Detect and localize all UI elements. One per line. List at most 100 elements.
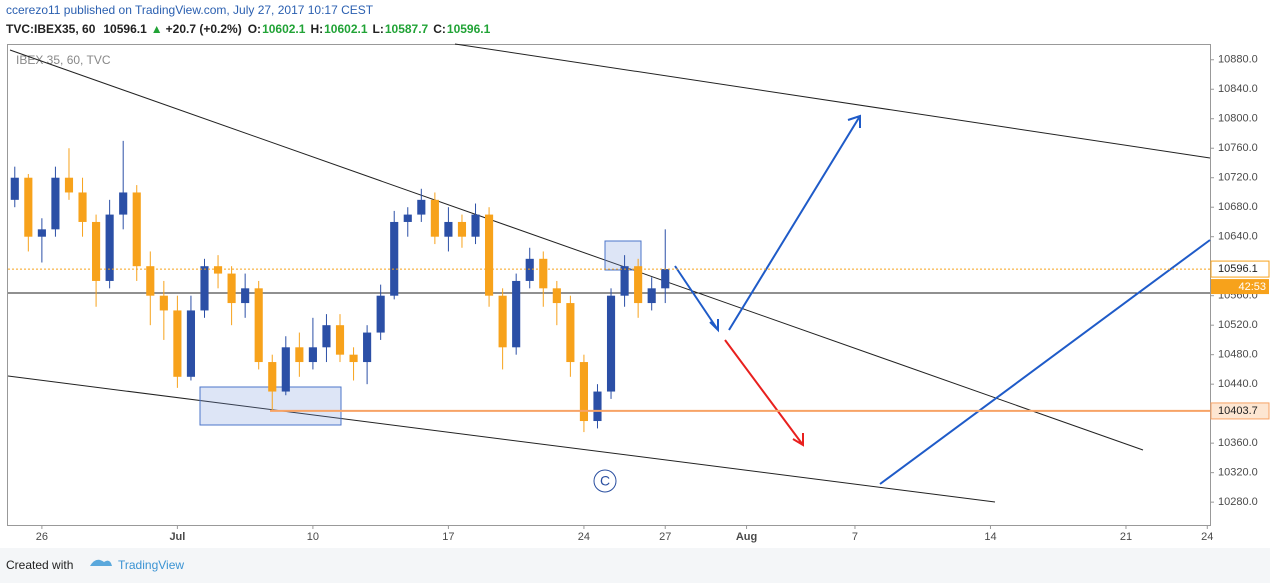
y-tick-label: 10480.0 (1218, 349, 1258, 361)
footer-brand[interactable]: TradingView (118, 558, 184, 572)
y-tick-label: 10320.0 (1218, 467, 1258, 479)
candle-body (471, 214, 480, 237)
candle-body (10, 177, 19, 200)
candle-body (444, 221, 453, 237)
x-tick-label: 17 (442, 531, 454, 543)
last-price: 10596.1 (103, 22, 147, 36)
x-tick-label: 24 (1201, 531, 1213, 543)
x-tick-label: 21 (1120, 531, 1132, 543)
candle-body (417, 199, 426, 215)
x-tick-label: 10 (307, 531, 319, 543)
watermark: IBEX 35, 60, TVC (16, 53, 111, 67)
candle-body (376, 295, 385, 333)
x-tick-label: 7 (852, 531, 858, 543)
highlight-box (604, 240, 642, 271)
countdown-box (1211, 279, 1269, 295)
ohlc-label: C: (433, 22, 446, 36)
y-tick-label: 10800.0 (1218, 113, 1258, 125)
ohlc-label: L: (373, 22, 384, 36)
candle-body (186, 310, 196, 377)
ohlc-value: 10587.7 (385, 22, 429, 36)
wave-label: C (600, 473, 610, 489)
candle-body (579, 362, 588, 422)
wave-circle (593, 469, 617, 493)
candle-body (213, 266, 223, 274)
candle-body (620, 266, 629, 296)
candle-body (566, 303, 575, 363)
candle-body (132, 192, 141, 267)
candle-body (593, 391, 602, 422)
y-tick-label: 10760.0 (1218, 142, 1258, 154)
candle-body (634, 266, 643, 304)
candle-body (403, 214, 412, 222)
x-tick-label: Aug (736, 531, 757, 543)
candle-body (146, 266, 155, 296)
y-tick-label: 10840.0 (1218, 83, 1258, 95)
candle-body (512, 280, 521, 348)
change: +20.7 (+0.2%) (166, 22, 242, 36)
y-tick-label: 10680.0 (1218, 201, 1258, 213)
x-tick-label: 14 (984, 531, 996, 543)
candle-body (485, 214, 494, 296)
candle-body (254, 288, 263, 363)
trend-line (7, 375, 996, 503)
candle-body (525, 258, 534, 281)
x-tick-label: Jul (169, 531, 185, 543)
highlight-box (199, 386, 342, 426)
candle-body (498, 295, 507, 348)
candle-body (173, 310, 182, 377)
candle-body (78, 192, 87, 222)
arrows (674, 114, 1211, 485)
candle-body (37, 229, 46, 237)
candle-body (335, 325, 345, 355)
logo (90, 559, 112, 566)
trend-line (454, 43, 1211, 159)
last-price-box (1210, 260, 1270, 278)
candle-body (349, 354, 358, 363)
x-tick-label: 26 (36, 531, 48, 543)
y-tick-label: 10720.0 (1218, 172, 1258, 184)
symbol-line: TVC:IBEX35, 60 10596.1 ▲ +20.7 (+0.2%) O: 106… (6, 22, 491, 36)
last-price-label: 10596.1 (1218, 263, 1258, 275)
candle-body (159, 295, 168, 311)
footer-created: Created with (6, 558, 73, 572)
candle-body (308, 347, 317, 363)
countdown-label: 42:53 (1238, 281, 1266, 293)
y-tick-label: 10640.0 (1218, 231, 1258, 243)
ohlc-value: 10596.1 (447, 22, 491, 36)
candle-body (241, 288, 250, 304)
candle-body (281, 347, 290, 392)
y-tick-label: 10520.0 (1218, 319, 1258, 331)
support-label: 10403.7 (1218, 405, 1258, 417)
candle-body (606, 295, 616, 392)
candle-body (539, 258, 548, 289)
candle-body (200, 266, 209, 311)
symbol: TVC:IBEX35, 60 (6, 22, 96, 36)
y-tick-label: 10880.0 (1218, 54, 1258, 66)
x-tick-label: 24 (578, 531, 590, 543)
candle-body (430, 199, 439, 237)
publisher: ccerezo11 published on TradingView.com, … (6, 3, 374, 17)
candle-body (457, 221, 467, 237)
candle-body (24, 177, 33, 237)
candle-body (552, 288, 561, 304)
support-box (1210, 402, 1270, 420)
trend-line (9, 49, 1144, 451)
ohlc-value: 10602.1 (262, 22, 306, 36)
plot-frame (7, 44, 1211, 526)
y-tick-label: 10280.0 (1218, 496, 1258, 508)
candle-body (92, 221, 101, 281)
candle-body (295, 347, 304, 363)
candle-body (647, 288, 656, 304)
ohlc-value: 10602.1 (324, 22, 368, 36)
change-arrow: ▲ (151, 22, 163, 36)
candle-body (64, 177, 74, 193)
footer-bar (0, 548, 1270, 583)
candle-body (51, 177, 60, 230)
ohlc-label: O: (248, 22, 261, 36)
candle-body (363, 332, 372, 363)
arrow-red (724, 339, 804, 447)
candle-body (322, 325, 331, 348)
